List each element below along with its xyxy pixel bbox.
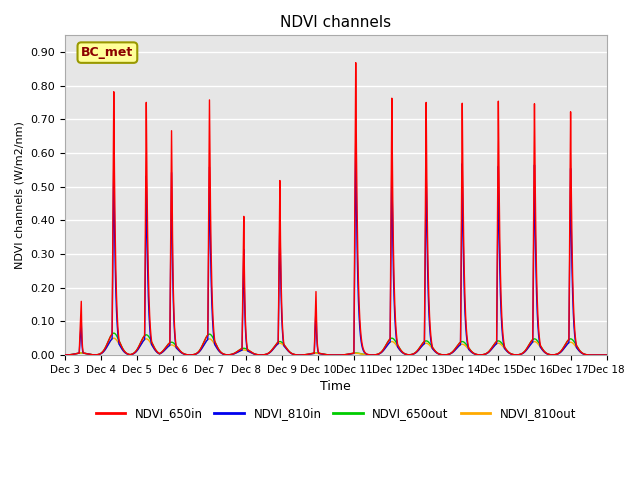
X-axis label: Time: Time xyxy=(321,380,351,393)
Legend: NDVI_650in, NDVI_810in, NDVI_650out, NDVI_810out: NDVI_650in, NDVI_810in, NDVI_650out, NDV… xyxy=(91,402,580,425)
Text: BC_met: BC_met xyxy=(81,46,134,59)
Title: NDVI channels: NDVI channels xyxy=(280,15,392,30)
Y-axis label: NDVI channels (W/m2/nm): NDVI channels (W/m2/nm) xyxy=(15,121,25,269)
